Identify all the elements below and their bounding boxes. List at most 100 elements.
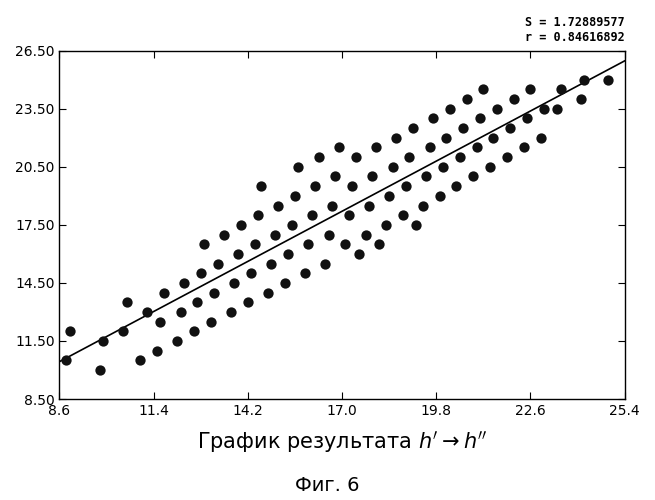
Point: [458, 124, 468, 132]
Point: [280, 279, 290, 287]
Point: [535, 134, 546, 142]
Point: [485, 163, 495, 171]
Point: [270, 230, 280, 238]
Point: [525, 86, 536, 94]
Point: [381, 221, 391, 229]
Point: [233, 250, 243, 258]
Point: [192, 298, 202, 306]
Point: [552, 105, 563, 113]
Point: [404, 153, 415, 161]
Point: [519, 144, 529, 152]
Point: [344, 211, 354, 219]
Point: [155, 318, 166, 326]
Point: [445, 105, 455, 113]
Point: [461, 95, 472, 103]
Point: [475, 114, 485, 122]
Point: [472, 144, 482, 152]
Point: [390, 134, 401, 142]
Point: [135, 356, 145, 364]
X-axis label: График результата $h' \rightarrow h''$: График результата $h' \rightarrow h''$: [196, 429, 487, 455]
Point: [179, 279, 189, 287]
Point: [347, 182, 358, 190]
Point: [236, 221, 246, 229]
Point: [283, 250, 293, 258]
Point: [219, 230, 229, 238]
Point: [401, 182, 411, 190]
Point: [418, 202, 428, 209]
Point: [118, 328, 128, 336]
Point: [468, 172, 479, 180]
Point: [303, 240, 314, 248]
Point: [555, 86, 566, 94]
Point: [478, 86, 489, 94]
Point: [488, 134, 498, 142]
Point: [266, 260, 276, 268]
Point: [603, 76, 613, 84]
Point: [320, 260, 331, 268]
Point: [242, 298, 253, 306]
Point: [451, 182, 462, 190]
Point: [421, 172, 432, 180]
Point: [424, 144, 435, 152]
Point: [508, 95, 519, 103]
Point: [229, 279, 240, 287]
Point: [246, 269, 257, 277]
Point: [387, 163, 398, 171]
Point: [327, 202, 337, 209]
Point: [384, 192, 394, 200]
Point: [122, 298, 132, 306]
Point: [94, 366, 105, 374]
Point: [340, 240, 350, 248]
Point: [522, 114, 533, 122]
Point: [293, 163, 303, 171]
Point: [313, 153, 324, 161]
Point: [333, 144, 344, 152]
Point: [434, 192, 445, 200]
Text: Фиг. 6: Фиг. 6: [295, 476, 360, 495]
Point: [196, 269, 206, 277]
Point: [354, 250, 364, 258]
Point: [300, 269, 310, 277]
Point: [189, 328, 199, 336]
Point: [330, 172, 341, 180]
Point: [579, 76, 590, 84]
Point: [226, 308, 236, 316]
Point: [172, 337, 183, 345]
Point: [505, 124, 515, 132]
Point: [538, 105, 549, 113]
Point: [350, 153, 361, 161]
Point: [152, 346, 162, 354]
Point: [441, 134, 451, 142]
Point: [253, 211, 263, 219]
Text: S = 1.72889577
r = 0.84616892: S = 1.72889577 r = 0.84616892: [525, 16, 625, 44]
Point: [374, 240, 384, 248]
Point: [371, 144, 381, 152]
Point: [286, 221, 297, 229]
Point: [360, 230, 371, 238]
Point: [159, 288, 169, 296]
Point: [256, 182, 267, 190]
Point: [364, 202, 374, 209]
Point: [411, 221, 421, 229]
Point: [212, 260, 223, 268]
Point: [407, 124, 418, 132]
Point: [428, 114, 438, 122]
Point: [98, 337, 109, 345]
Point: [176, 308, 186, 316]
Point: [324, 230, 334, 238]
Point: [502, 153, 512, 161]
Point: [61, 356, 71, 364]
Point: [206, 318, 216, 326]
Point: [141, 308, 152, 316]
Point: [307, 211, 317, 219]
Point: [290, 192, 300, 200]
Point: [209, 288, 219, 296]
Point: [273, 202, 284, 209]
Point: [367, 172, 377, 180]
Point: [250, 240, 260, 248]
Point: [492, 105, 502, 113]
Point: [455, 153, 465, 161]
Point: [398, 211, 408, 219]
Point: [576, 95, 586, 103]
Point: [64, 328, 75, 336]
